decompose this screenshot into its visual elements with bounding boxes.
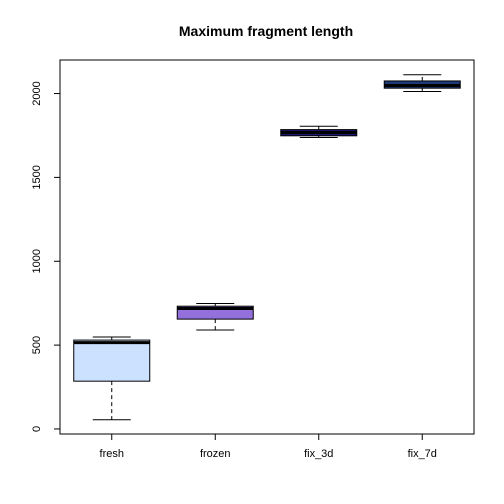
x-tick-label: fix_3d [304, 448, 333, 460]
box-frozen [176, 303, 254, 331]
x-tick-label: fix_7d [408, 448, 437, 460]
x-tick-label: fresh [100, 448, 124, 460]
boxes [73, 74, 461, 421]
y-tick-label: 1500 [31, 165, 43, 189]
plot-frame [59, 59, 475, 435]
y-tick-label: 2000 [31, 81, 43, 105]
y-tick-label: 1000 [31, 249, 43, 273]
y-axis: 0 500 1000 1500 2000 [31, 81, 60, 432]
box-fix_3d [280, 125, 358, 138]
box-iqr [73, 339, 151, 382]
box-fresh [73, 336, 151, 421]
chart-title: Maximum fragment length [179, 23, 353, 39]
box-fix_7d [383, 74, 461, 93]
x-tick-label: frozen [200, 448, 231, 460]
x-axis: fresh frozen fix_3d fix_7d [100, 434, 437, 460]
y-tick-label: 500 [31, 336, 43, 354]
y-tick-label: 0 [31, 426, 43, 432]
